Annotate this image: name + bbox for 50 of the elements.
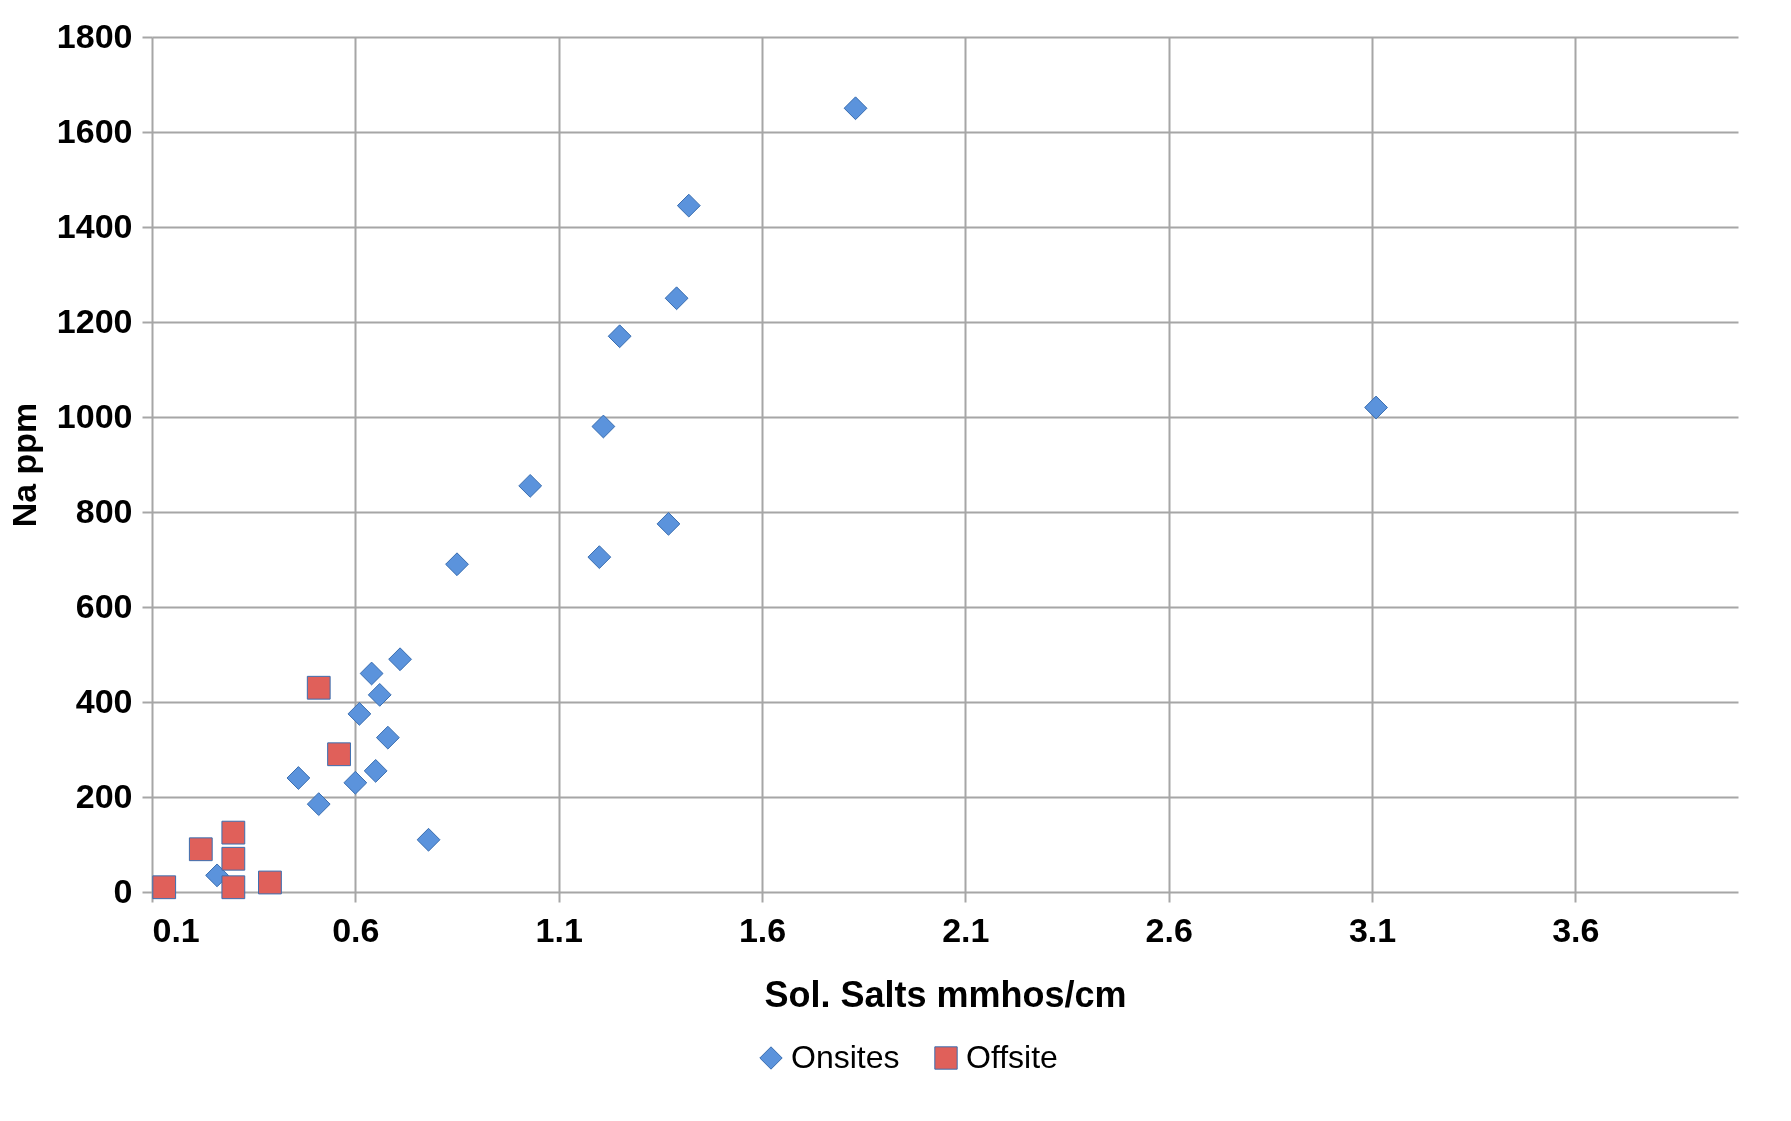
x-tick-label: 1.6 <box>738 910 787 949</box>
point <box>286 766 311 790</box>
point <box>843 96 868 121</box>
y-tick-label: 800 <box>75 491 133 530</box>
point <box>306 675 331 700</box>
point <box>518 473 543 498</box>
point <box>607 324 632 349</box>
point <box>416 827 441 852</box>
point <box>359 661 384 686</box>
point <box>152 875 177 900</box>
y-tick-label: 0 <box>113 871 133 910</box>
point <box>188 837 213 862</box>
y-tick-label: 1200 <box>56 301 133 340</box>
y-tick-label: 400 <box>75 681 133 720</box>
point <box>363 758 388 783</box>
x-tick-label: 0.1 <box>152 910 200 949</box>
point <box>445 552 469 577</box>
point <box>306 792 331 817</box>
point <box>347 701 372 726</box>
point <box>656 511 681 536</box>
x-tick-label: 0.6 <box>332 910 380 949</box>
point <box>591 414 616 439</box>
y-tick-label: 1000 <box>56 396 133 435</box>
x-tick-label: 2.1 <box>942 910 990 949</box>
point <box>587 545 612 570</box>
point <box>676 193 701 218</box>
point <box>388 647 412 672</box>
point <box>1364 395 1388 420</box>
y-tick-label: 1400 <box>56 206 133 245</box>
x-tick-label: 3.1 <box>1348 910 1397 949</box>
y-tick-label: 200 <box>75 776 133 815</box>
point <box>343 770 368 795</box>
x-axis-title: Sol. Salts mmhos/cm <box>764 973 1127 1015</box>
point <box>375 725 400 750</box>
point <box>258 870 282 895</box>
x-tick-label: 2.6 <box>1145 910 1193 949</box>
point <box>367 682 392 707</box>
x-tick-label: 3.6 <box>1552 910 1600 949</box>
y-tick-label: 1600 <box>56 111 133 150</box>
point <box>221 875 246 900</box>
x-tick-label: 1.1 <box>535 910 583 949</box>
point <box>221 846 246 871</box>
point <box>664 286 689 311</box>
point <box>221 820 246 845</box>
point <box>327 742 351 767</box>
y-tick-label: 1800 <box>56 16 133 55</box>
legend-label: Onsites <box>791 1039 900 1075</box>
y-axis-title: Na ppm <box>4 402 43 528</box>
y-tick-label: 600 <box>75 586 133 625</box>
legend-label: Offsite <box>966 1039 1058 1075</box>
